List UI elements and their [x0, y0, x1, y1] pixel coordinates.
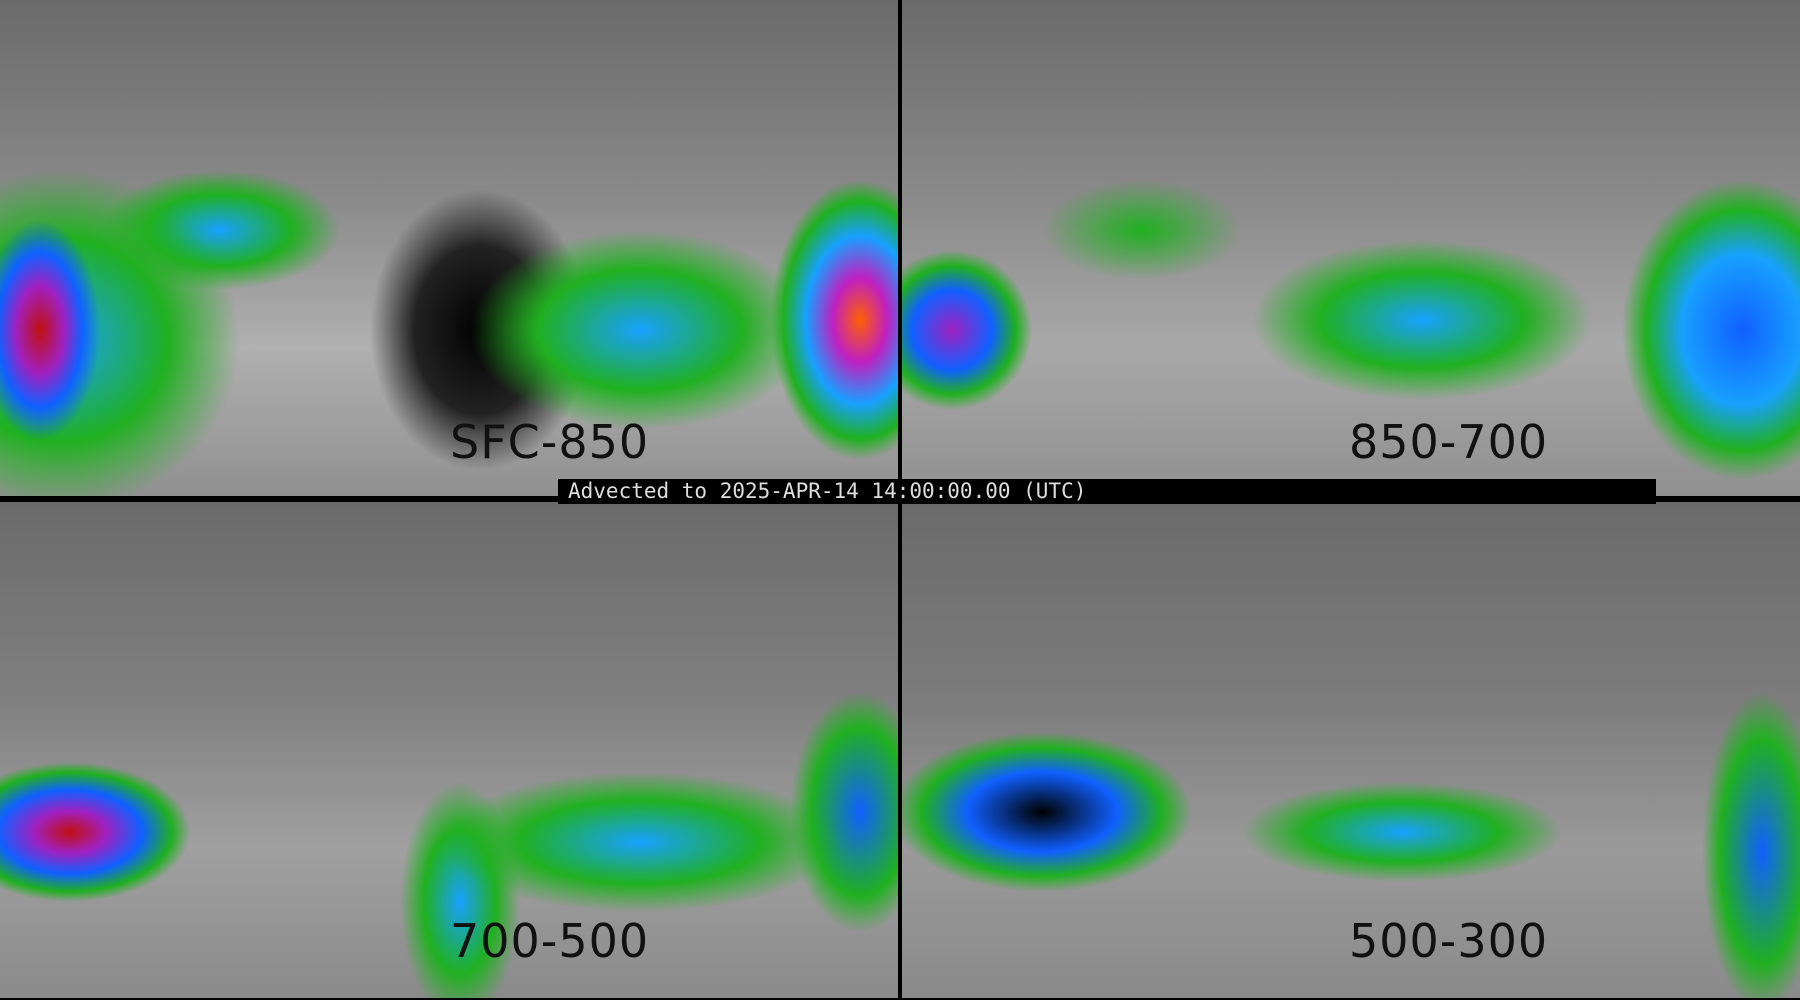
layer-label: 850-700: [1349, 415, 1549, 469]
layer-label: SFC-850: [450, 415, 650, 469]
map-panel-500-300: 500-300: [902, 502, 1800, 998]
map-panel-700-500: 700-500: [0, 502, 898, 998]
map-panel-sfc-850: SFC-850: [0, 0, 898, 496]
map-panel-850-700: 850-700: [902, 0, 1800, 496]
layer-label: 700-500: [450, 914, 650, 968]
valid-time-banner: Advected to 2025-APR-14 14:00:00.00 (UTC…: [558, 479, 1656, 504]
layer-label: 500-300: [1349, 914, 1549, 968]
